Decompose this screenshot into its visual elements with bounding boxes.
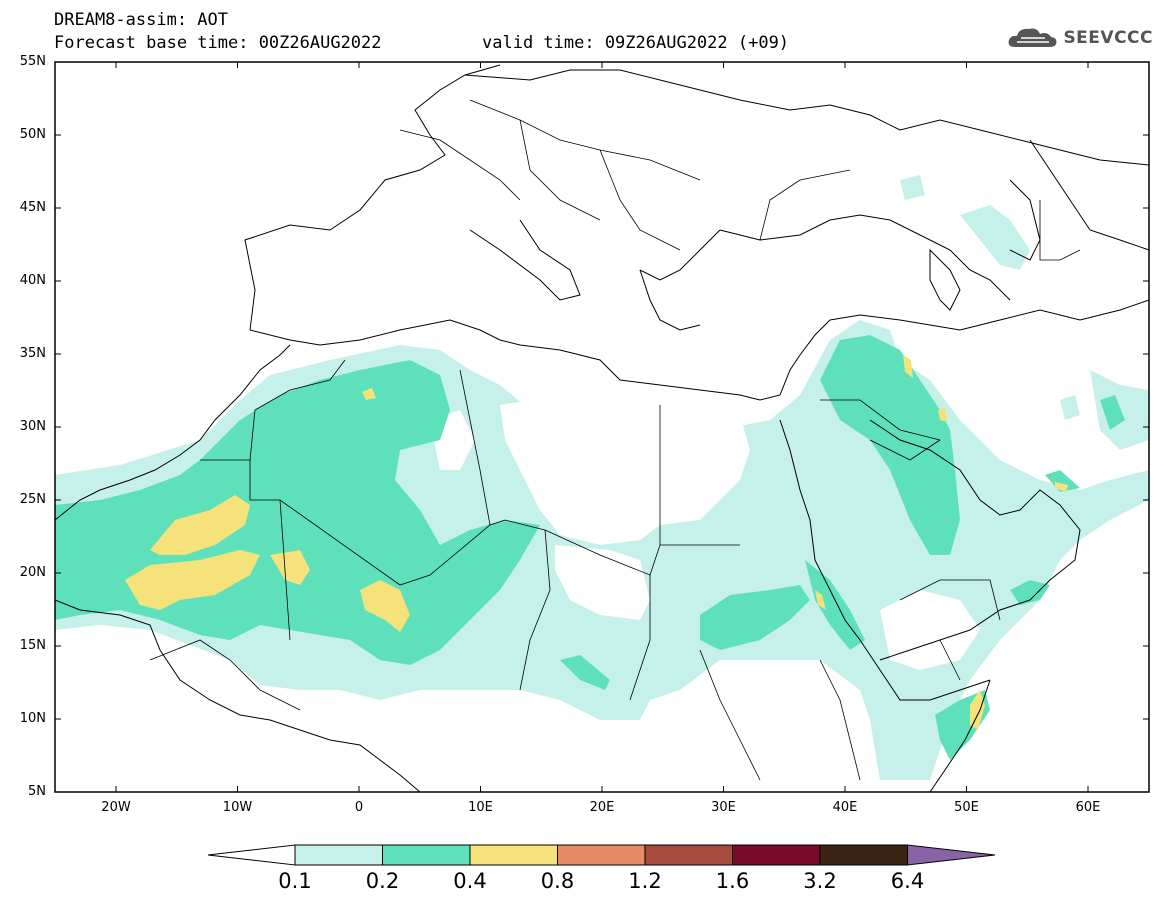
lat-label-50n: 50N — [19, 127, 46, 142]
legend-box-7 — [819, 844, 908, 866]
legend-label-1.6: 1.6 — [715, 869, 750, 893]
country-borders — [149, 99, 1081, 781]
lon-label-10e: 10E — [468, 800, 493, 815]
legend-box-5 — [644, 844, 733, 866]
lon-label-40e: 40E — [832, 800, 858, 815]
lat-label-10n: 10N — [19, 711, 46, 726]
lat-label-55n: 55N — [19, 54, 46, 69]
legend-label-0.2: 0.2 — [365, 869, 400, 893]
coastlines — [55, 64, 1149, 792]
lon-label-0: 0 — [354, 800, 364, 815]
lat-label-15n: 15N — [19, 638, 46, 653]
legend-label-1.2: 1.2 — [628, 869, 662, 893]
chart-title: DREAM8-assim: AOT — [54, 10, 228, 30]
valid-time: valid time: 09Z26AUG2022 (+09) — [482, 33, 790, 53]
lat-label-25n: 25N — [19, 492, 46, 507]
lon-label-20w: 20W — [101, 800, 131, 815]
lat-label-45n: 45N — [19, 200, 46, 215]
lat-label-35n: 35N — [19, 346, 46, 361]
legend-label-0.1: 0.1 — [278, 869, 312, 893]
lon-label-20e: 20E — [589, 800, 615, 815]
aot-below-0.1-area — [430, 380, 980, 670]
lat-label-20n: 20N — [19, 565, 46, 580]
color-legend — [207, 844, 996, 866]
forecast-base-time: Forecast base time: 00Z26AUG2022 — [54, 33, 382, 53]
legend-arrow-low — [207, 844, 296, 866]
legend-box-6 — [732, 844, 821, 866]
legend-label-6.4: 6.4 — [890, 869, 925, 893]
lon-label-50e: 50E — [954, 800, 979, 815]
lat-label-30n: 30N — [19, 419, 46, 434]
lat-label-40n: 40N — [19, 273, 46, 288]
aot-0.4-0.8-area — [125, 355, 1068, 730]
legend-label-0.4: 0.4 — [453, 869, 487, 893]
legend-label-0.8: 0.8 — [540, 869, 575, 893]
legend-box-1 — [294, 844, 383, 866]
legend-box-3 — [469, 844, 558, 866]
lat-label-5n: 5N — [28, 784, 46, 799]
axis-ticks — [55, 61, 1149, 793]
logo-text: SEEVCCC — [1063, 28, 1153, 48]
cloud-icon — [1009, 28, 1057, 47]
legend-label-3.2: 3.2 — [803, 869, 837, 893]
lon-label-30e: 30E — [711, 800, 736, 815]
legend-box-2 — [382, 844, 471, 866]
lon-label-10w: 10W — [222, 800, 253, 815]
legend-box-4 — [557, 844, 646, 866]
lon-label-60e: 60E — [1075, 800, 1101, 815]
seevccc-logo: SEEVCCC — [1007, 24, 1153, 52]
legend-arrow-high — [907, 844, 996, 866]
